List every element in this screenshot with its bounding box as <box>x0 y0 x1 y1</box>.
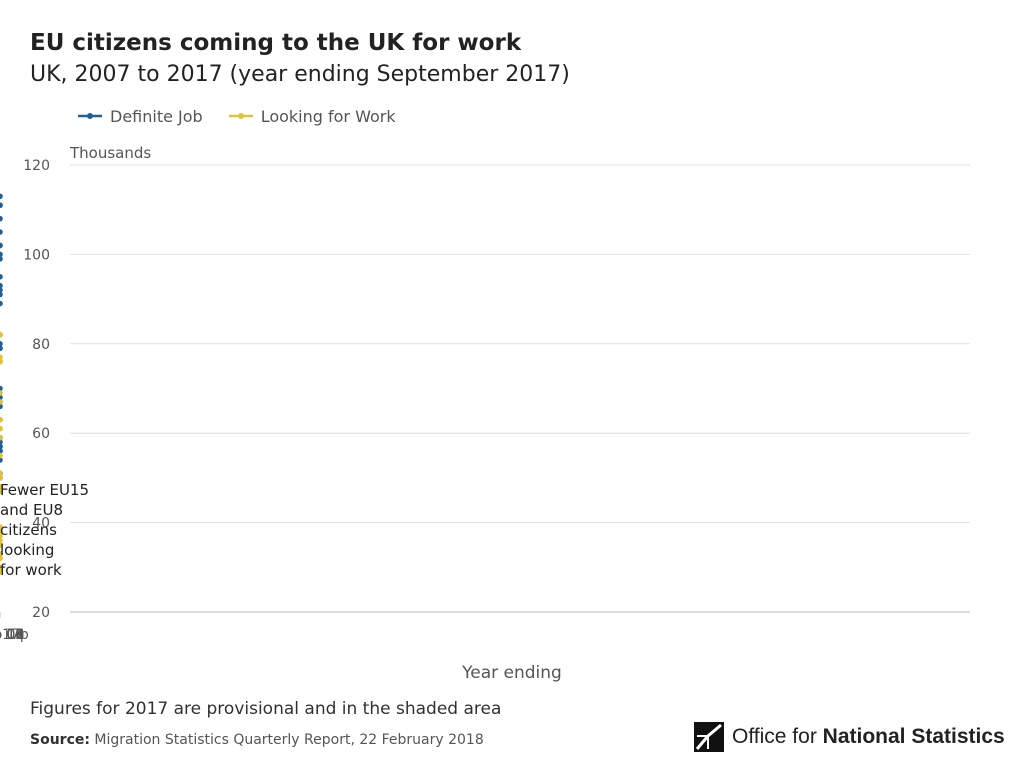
data-point-looking-for-work <box>0 488 3 495</box>
data-point-definite-job <box>0 282 3 289</box>
annotation-text-line: Fewer EU15 <box>0 481 89 499</box>
x-tick-label: Sep 16 <box>0 627 24 643</box>
data-point-definite-job <box>0 287 3 293</box>
data-point-looking-for-work <box>0 354 3 361</box>
x-tick-label: Sep 13 <box>0 627 24 643</box>
x-axis-label: Year ending <box>461 663 562 683</box>
data-point-definite-job <box>0 341 3 347</box>
annotation-text-line: for work <box>0 561 62 579</box>
data-point-looking-for-work <box>0 555 3 562</box>
footnote: Figures for 2017 are provisional and in … <box>30 699 502 719</box>
data-point-definite-job <box>0 439 3 445</box>
y-axis-label: Thousands <box>69 144 151 162</box>
data-point-looking-for-work <box>0 524 3 530</box>
data-point-definite-job <box>0 394 3 401</box>
line-chart: 20 40 60 80 100 120 Thousands Sep 08Sep 09Sep 1… <box>0 144 970 683</box>
annotation-text-line: and EU8 <box>0 501 63 519</box>
ons-logo-text-plain: Office for <box>732 725 823 748</box>
data-point-looking-for-work <box>0 564 3 571</box>
legend: Definite Job Looking for Work <box>78 106 422 126</box>
y-tick-label: 60 <box>32 426 50 442</box>
data-point-definite-job <box>0 457 3 463</box>
legend-swatch-looking-for-work-icon <box>228 113 253 119</box>
data-point-definite-job <box>0 193 3 200</box>
x-tick-label: Sep 09 <box>0 627 24 643</box>
data-point-looking-for-work <box>0 416 3 423</box>
data-point-looking-for-work <box>0 537 3 544</box>
source-line: Source: Migration Statistics Quarterly R… <box>30 732 484 748</box>
data-point-definite-job <box>0 403 3 410</box>
x-tick-label: Sep 11 <box>0 627 24 643</box>
chart-title: EU citizens coming to the UK for work <box>30 30 522 56</box>
legend-item-definite-job: Definite Job <box>78 106 203 126</box>
data-point-definite-job <box>0 273 3 280</box>
data-point-definite-job <box>0 256 3 262</box>
data-point-looking-for-work <box>0 484 3 490</box>
legend-item-looking-for-work: Looking for Work <box>228 106 396 126</box>
legend-label-definite-job: Definite Job <box>110 106 203 126</box>
ons-logo-icon <box>694 722 724 752</box>
data-point-definite-job <box>0 300 3 307</box>
data-point-looking-for-work <box>0 434 3 441</box>
y-tick-label: 40 <box>32 516 50 532</box>
ons-logo-text: Office for National Statistics <box>732 725 1005 749</box>
data-point-definite-job <box>0 345 3 352</box>
source-label: Source: <box>30 732 90 748</box>
y-tick-label: 120 <box>23 158 50 174</box>
data-point-looking-for-work <box>0 390 3 396</box>
x-tick-label: Sep 14 <box>0 627 24 643</box>
data-point-looking-for-work <box>0 568 3 575</box>
data-point-definite-job <box>0 443 3 450</box>
data-point-definite-job <box>0 291 3 298</box>
y-tick-label: 100 <box>23 247 50 263</box>
ons-logo-text-bold: National Statistics <box>822 725 1005 748</box>
data-point-definite-job <box>0 385 3 392</box>
data-point-looking-for-work <box>0 399 3 405</box>
data-point-definite-job <box>0 202 3 209</box>
data-point-looking-for-work <box>0 358 3 365</box>
legend-label-looking-for-work: Looking for Work <box>260 106 396 126</box>
ons-logo: Office for National Statistics <box>694 722 1005 752</box>
data-point-looking-for-work <box>0 533 3 539</box>
data-point-looking-for-work <box>0 475 3 481</box>
legend-swatch-definite-job-icon <box>78 113 102 119</box>
data-point-looking-for-work <box>0 452 3 459</box>
annotation-text-line: looking <box>0 541 54 559</box>
y-tick-label: 80 <box>32 337 50 353</box>
x-tick-label: Sep 08 <box>0 627 24 643</box>
x-tick-label: Sep 10 <box>0 627 24 643</box>
data-point-definite-job <box>0 242 3 249</box>
source-text: Migration Statistics Quarterly Report, 2… <box>94 732 484 748</box>
annotation-text-line: citizens <box>0 521 57 539</box>
data-point-looking-for-work <box>0 470 3 477</box>
data-point-definite-job <box>0 448 3 454</box>
data-point-definite-job <box>0 215 3 222</box>
data-point-definite-job <box>0 251 3 258</box>
x-tick-label: Sep 12 <box>0 627 24 643</box>
data-point-looking-for-work <box>0 425 3 432</box>
x-tick-label: Sep 17p <box>0 627 29 643</box>
data-point-looking-for-work <box>0 332 3 338</box>
data-point-looking-for-work <box>0 542 3 548</box>
data-point-looking-for-work <box>0 528 3 535</box>
data-point-looking-for-work <box>0 551 3 557</box>
data-point-definite-job <box>0 229 3 235</box>
x-tick-label: Sep 15 <box>0 627 24 643</box>
y-tick-label: 20 <box>32 605 50 621</box>
chart-subtitle: UK, 2007 to 2017 (year ending September … <box>30 62 570 87</box>
